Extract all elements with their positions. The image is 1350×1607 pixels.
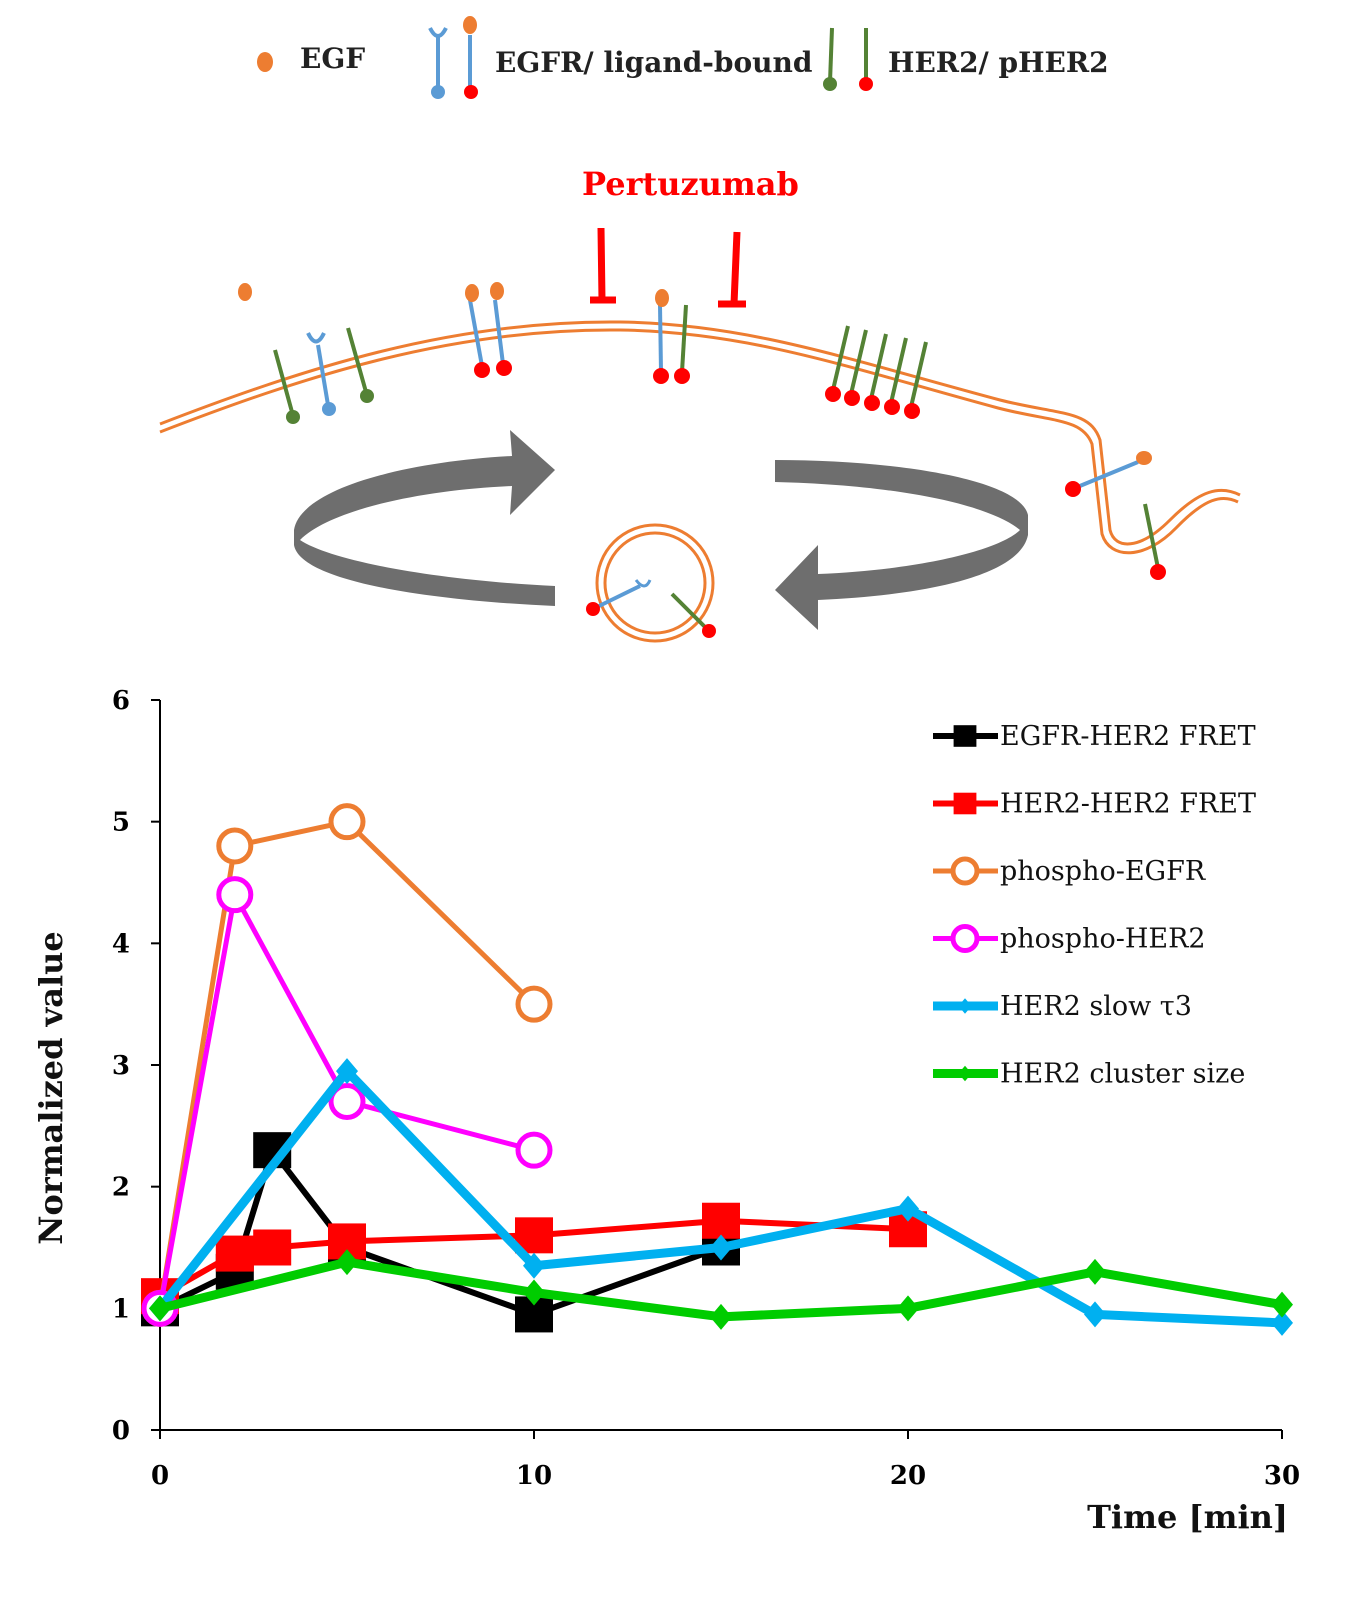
pertuzumab-inhibitor-icon xyxy=(590,227,746,308)
y-tick-label: 1 xyxy=(112,1294,130,1324)
legend-entry: HER2 cluster size xyxy=(933,1059,1245,1090)
egfr-legend-icon xyxy=(428,16,478,99)
series-phospho-her2 xyxy=(141,876,553,1327)
legend-entry: phospho-HER2 xyxy=(933,924,1206,955)
data-point-diamond xyxy=(958,998,972,1014)
legend-egfr-label: EGFR/ ligand-bound xyxy=(495,46,812,79)
series-line xyxy=(158,1147,723,1318)
series-her2-cluster-size xyxy=(149,1249,1293,1330)
data-point-square xyxy=(141,1278,179,1315)
legend-entry: HER2-HER2 FRET xyxy=(933,789,1256,820)
data-point-diamond xyxy=(1084,1301,1106,1328)
data-point-diamond xyxy=(897,1195,919,1222)
y-tick-label: 6 xyxy=(112,686,130,716)
y-tick-label: 5 xyxy=(112,808,130,838)
series-line xyxy=(157,892,535,1309)
data-point-square xyxy=(515,1217,553,1254)
series-egfr-her2-fret xyxy=(141,1132,740,1333)
her2-legend-icon xyxy=(823,27,873,91)
y-axis-label: Normalized value xyxy=(32,931,70,1245)
data-point-square xyxy=(953,792,977,815)
data-point-square xyxy=(889,1211,927,1248)
legend-label: phospho-EGFR xyxy=(1000,856,1206,887)
data-point-square xyxy=(253,1132,292,1169)
endosome-icon xyxy=(586,523,716,643)
series-phospho-egfr xyxy=(141,803,553,1327)
y-tick-label: 3 xyxy=(112,1051,130,1081)
legend-egf-label: EGF xyxy=(300,42,365,75)
recycling-arrow-icon xyxy=(294,430,1028,630)
legend-label: phospho-HER2 xyxy=(1000,924,1206,955)
legend-entry: phospho-EGFR xyxy=(933,856,1206,887)
data-point-square xyxy=(328,1229,366,1266)
data-point-circle xyxy=(141,1289,179,1327)
legend-entry: HER2 slow τ3 xyxy=(933,991,1192,1022)
data-point-diamond xyxy=(523,1252,545,1279)
legend-her2-label: HER2/ pHER2 xyxy=(888,46,1109,79)
data-point-diamond xyxy=(710,1303,732,1330)
x-axis-label: Time [min] xyxy=(1087,1498,1288,1536)
legend-label: HER2 cluster size xyxy=(1000,1059,1245,1090)
data-point-square xyxy=(215,1235,254,1272)
data-point-square xyxy=(215,1253,254,1290)
data-point-square xyxy=(953,725,977,747)
data-point-diamond xyxy=(710,1234,732,1261)
data-point-circle xyxy=(950,856,980,886)
data-point-diamond xyxy=(149,1295,171,1322)
cell-membrane xyxy=(159,320,1241,555)
data-point-square xyxy=(515,1296,553,1333)
data-point-square xyxy=(253,1229,292,1266)
egf-legend-icon xyxy=(257,52,273,72)
y-tick-label: 0 xyxy=(112,1416,130,1446)
legend-entry: EGFR-HER2 FRET xyxy=(933,721,1256,752)
legend-label: HER2 slow τ3 xyxy=(1000,991,1192,1022)
series-line xyxy=(158,1257,1283,1322)
data-point-diamond xyxy=(336,1249,358,1276)
series-her2-slow-3 xyxy=(149,1058,1293,1336)
legend-label: HER2-HER2 FRET xyxy=(1000,789,1256,820)
legend-label: EGFR-HER2 FRET xyxy=(1000,721,1256,752)
data-point-circle xyxy=(515,985,553,1023)
data-point-circle xyxy=(515,1131,553,1169)
x-tick-label: 30 xyxy=(1264,1461,1300,1491)
series-line xyxy=(158,1217,909,1299)
signaling-diagram: EGF EGFR/ ligand-bound HER2/ pHER2 Pertu… xyxy=(159,16,1241,643)
series-line xyxy=(156,1066,1283,1328)
data-point-square xyxy=(141,1290,179,1327)
pertuzumab-label: Pertuzumab xyxy=(582,165,799,203)
data-point-circle xyxy=(216,827,254,865)
x-tick-label: 10 xyxy=(516,1461,552,1491)
data-point-circle xyxy=(328,1083,366,1120)
data-point-circle xyxy=(141,1289,179,1327)
series-her2-her2-fret xyxy=(141,1202,927,1315)
data-point-square xyxy=(702,1229,740,1266)
data-point-diamond xyxy=(1271,1291,1293,1318)
receptors-icon xyxy=(273,282,1166,580)
data-point-square xyxy=(328,1223,366,1260)
data-point-diamond xyxy=(523,1279,545,1306)
egf-icon xyxy=(238,283,252,301)
x-tick-label: 0 xyxy=(151,1461,169,1491)
data-point-square xyxy=(702,1202,740,1239)
data-point-diamond xyxy=(897,1295,919,1322)
y-tick-label: 4 xyxy=(112,929,130,959)
data-point-circle xyxy=(950,924,980,953)
data-point-circle xyxy=(328,803,366,841)
data-point-diamond xyxy=(149,1295,171,1322)
data-point-diamond xyxy=(1271,1309,1293,1336)
data-point-diamond xyxy=(1084,1258,1106,1285)
data-point-diamond xyxy=(336,1058,358,1085)
series-line xyxy=(157,819,536,1309)
y-tick-label: 2 xyxy=(112,1173,130,1203)
x-tick-label: 20 xyxy=(890,1461,926,1491)
data-point-circle xyxy=(216,876,254,914)
data-point-diamond xyxy=(958,1065,972,1082)
